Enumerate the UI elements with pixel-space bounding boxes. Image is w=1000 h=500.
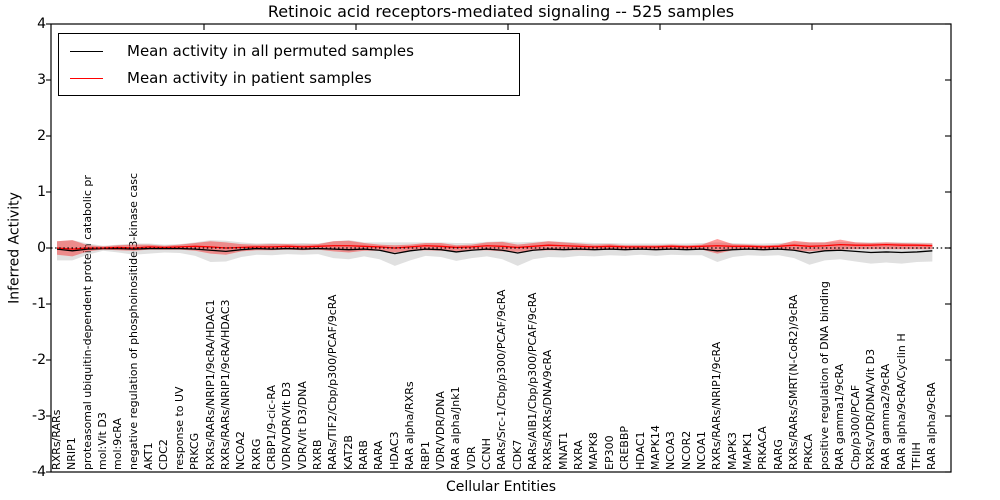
legend-line-patient-icon bbox=[70, 77, 103, 79]
permuted-mean-line bbox=[56, 247, 933, 255]
legend-label-patient: Mean activity in patient samples bbox=[127, 69, 372, 87]
y-tick-label: -4 bbox=[32, 464, 46, 480]
legend-line-permuted-icon bbox=[70, 50, 103, 52]
x-axis-label: Cellular Entities bbox=[445, 479, 557, 495]
y-tick-label: -3 bbox=[32, 408, 46, 424]
y-tick-label: -2 bbox=[32, 352, 46, 368]
y-tick-label: 0 bbox=[37, 240, 46, 256]
y-tick-label: 1 bbox=[37, 184, 46, 200]
y-tick-label: 4 bbox=[37, 16, 46, 32]
legend-label-permuted: Mean activity in all permuted samples bbox=[127, 42, 414, 60]
y-tick-label: -1 bbox=[32, 296, 46, 312]
y-tick-label: 2 bbox=[37, 128, 46, 144]
legend-item-patient: Mean activity in patient samples bbox=[59, 69, 519, 87]
legend-item-permuted: Mean activity in all permuted samples bbox=[59, 42, 519, 60]
y-axis-label: Inferred Activity bbox=[6, 192, 23, 304]
patient-mean-line bbox=[56, 243, 933, 250]
chart-title: Retinoic acid receptors-mediated signali… bbox=[267, 2, 735, 21]
y-tick-label: 3 bbox=[37, 72, 46, 88]
legend: Mean activity in all permuted samples Me… bbox=[58, 33, 520, 96]
